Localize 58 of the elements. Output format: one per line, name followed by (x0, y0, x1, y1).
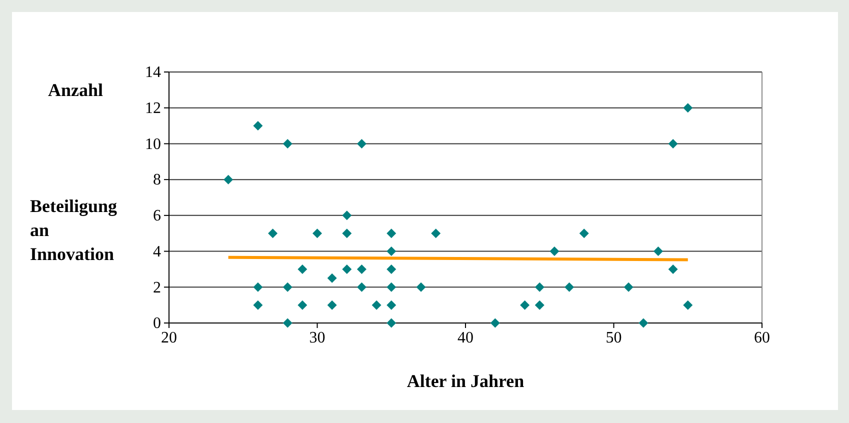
point (253, 282, 263, 292)
point (386, 246, 396, 256)
point (298, 264, 308, 274)
y-tick-label: 10 (145, 136, 161, 153)
y-axis-title: Beteiligung an Innovation (30, 196, 118, 264)
point (282, 282, 292, 292)
point (683, 103, 693, 113)
point (668, 264, 678, 274)
point (282, 318, 292, 328)
point (298, 300, 308, 310)
point (431, 228, 441, 238)
y-tick-label: 6 (153, 208, 161, 225)
y-tick-label: 4 (153, 243, 161, 260)
point (416, 282, 426, 292)
point (312, 228, 322, 238)
x-tick-label: 40 (458, 329, 474, 346)
point (342, 210, 352, 220)
x-tick-label: 30 (309, 329, 326, 346)
point (550, 246, 560, 256)
point (386, 318, 396, 328)
point (490, 318, 500, 328)
y-tick-label: 2 (153, 279, 161, 296)
y-tick-label: 0 (153, 315, 161, 332)
x-tick-label: 60 (754, 329, 770, 346)
point (253, 121, 263, 131)
point (342, 264, 352, 274)
point (624, 282, 634, 292)
point (564, 282, 574, 292)
point (342, 228, 352, 238)
point (386, 300, 396, 310)
point (372, 300, 382, 310)
point (253, 300, 263, 310)
point (327, 273, 337, 283)
text: Anzahl (48, 80, 104, 100)
point (668, 138, 678, 148)
point (356, 138, 366, 148)
point (534, 300, 544, 310)
point (638, 318, 648, 328)
x-tick-label: 50 (606, 329, 622, 346)
y-tick-label: 14 (145, 64, 161, 82)
point (386, 228, 396, 238)
point (386, 264, 396, 274)
point (268, 228, 278, 238)
point (224, 174, 234, 184)
point (520, 300, 530, 310)
point (356, 282, 366, 292)
point (386, 282, 396, 292)
y-tick-label: 12 (145, 100, 161, 117)
point (356, 264, 366, 274)
point (534, 282, 544, 292)
point (653, 246, 663, 256)
x-axis-title: Alter in Jahren (406, 371, 524, 391)
point (683, 300, 693, 310)
point (282, 138, 292, 148)
y-tick-label: 8 (153, 172, 161, 189)
x-tick-label: 20 (161, 329, 177, 346)
point (579, 228, 589, 238)
point (327, 300, 337, 310)
